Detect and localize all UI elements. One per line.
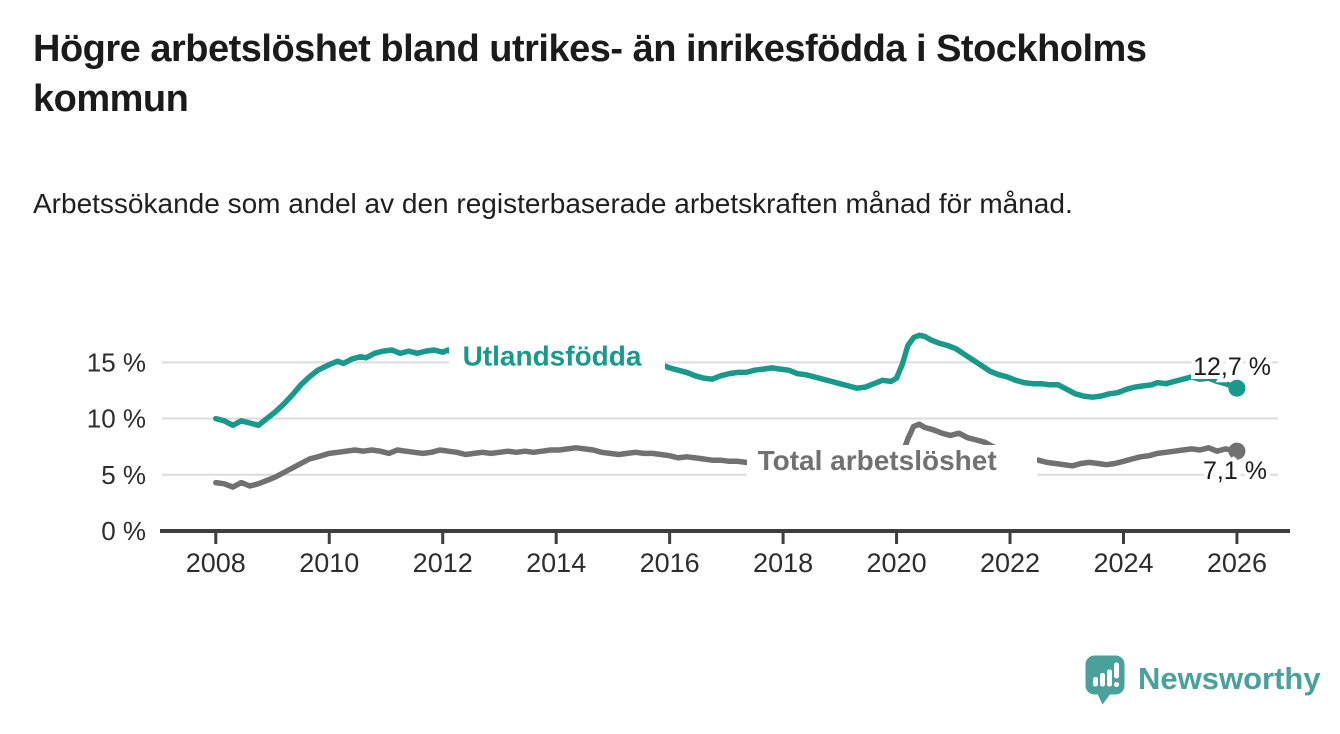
x-tick-label-2026: 2026	[1207, 548, 1267, 578]
x-tick-label-2016: 2016	[640, 548, 700, 578]
label-mask-total	[747, 445, 1037, 476]
x-axis-labels: 2008 2010 2012 2014 2016 2018 2020 2022 2024 2026	[186, 548, 1267, 578]
y-tick-label-15: 15 %	[87, 347, 146, 377]
x-tick-label-2010: 2010	[299, 548, 359, 578]
page-subtitle: Arbetssökande som andel av den registerb…	[33, 188, 1073, 219]
end-value-label-total-arbetsloshet: 7,1 %	[1203, 457, 1267, 485]
x-tick-label-2014: 2014	[526, 548, 586, 578]
series-label-utlandsfodda: Utlandsfödda	[463, 340, 642, 371]
brand-name: Newsworthy	[1138, 661, 1321, 696]
label-mask-utlandsfodda	[449, 338, 665, 374]
end-value-label-utlandsfodda: 12,7 %	[1193, 353, 1271, 381]
series-end-dots	[1228, 379, 1246, 460]
series-label-total-arbetsloshet: Total arbetslöshet	[758, 445, 997, 476]
page-title: Högre arbetslöshet bland utrikes- än inr…	[33, 28, 1147, 121]
x-tick-label-2008: 2008	[186, 548, 246, 578]
newsworthy-logo[interactable]: Newsworthy	[1085, 655, 1321, 705]
y-tick-label-0: 0 %	[101, 516, 146, 546]
series-line-utlandsfodda	[213, 332, 1240, 429]
x-tick-label-2012: 2012	[413, 548, 473, 578]
y-axis-labels: 0 % 5 % 10 % 15 %	[87, 347, 146, 546]
y-tick-label-10: 10 %	[87, 404, 146, 434]
x-tick-label-2022: 2022	[980, 548, 1040, 578]
end-dot-utlandsfodda	[1228, 379, 1246, 397]
series-label-masks	[449, 338, 1037, 476]
end-dot-total-arbetsloshet	[1228, 442, 1246, 460]
x-tick-label-2020: 2020	[867, 548, 927, 578]
x-tick-label-2018: 2018	[753, 548, 813, 578]
y-tick-label-5: 5 %	[101, 460, 146, 490]
x-tick-label-2024: 2024	[1093, 548, 1153, 578]
bar-chart-speech-bubble-icon	[1085, 655, 1125, 705]
x-axis-ticks	[214, 533, 1239, 544]
series-line-total-arbetsloshet	[213, 421, 1240, 490]
series-lines	[213, 332, 1240, 490]
